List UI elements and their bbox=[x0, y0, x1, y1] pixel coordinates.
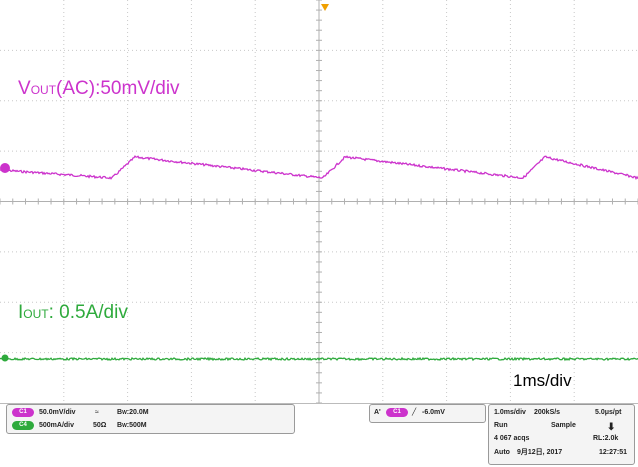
vout-scale-label: VOUT(AC):50mV/div bbox=[18, 78, 180, 99]
acq-sample-rate: 200kS/s bbox=[534, 409, 561, 416]
iout-scale-label: IOUT: 0.5A/div bbox=[18, 302, 128, 323]
acq-time: 12:27:51 bbox=[599, 449, 628, 456]
trigger-level: -6.0mV bbox=[422, 409, 445, 416]
graticule bbox=[0, 0, 638, 403]
channel-settings-panel[interactable]: C1 50.0mV/div ≈ BW:20.0M C4 500mA/div 50… bbox=[6, 404, 295, 434]
ch1-badge[interactable]: C1 bbox=[12, 408, 34, 417]
acq-down-arrow-icon: ⬇ bbox=[607, 422, 616, 433]
acq-timebase: 1.0ms/div bbox=[494, 409, 526, 416]
timebase-label: 1ms/div bbox=[513, 371, 572, 390]
trigger-source: A' bbox=[374, 409, 381, 416]
ch4-bandwidth: BW:500M bbox=[117, 422, 147, 429]
acq-record-length: RL:2.0k bbox=[593, 435, 619, 442]
acq-mode: Sample bbox=[551, 422, 576, 429]
ch4-impedance: 50Ω bbox=[93, 422, 107, 429]
ch4-ground-marker bbox=[1, 354, 9, 362]
trigger-position-marker bbox=[321, 4, 329, 11]
ch4-badge[interactable]: C4 bbox=[12, 421, 34, 430]
trigger-channel-badge: C1 bbox=[386, 408, 408, 417]
ch1-coupling-icon: ≈ bbox=[95, 409, 99, 416]
acq-run-state: Run bbox=[494, 422, 508, 429]
oscilloscope-display bbox=[0, 0, 638, 403]
acq-date: 9月12日, 2017 bbox=[517, 449, 563, 456]
acq-trigger-mode: Auto bbox=[494, 449, 510, 456]
ch1-ground-marker bbox=[0, 163, 10, 173]
ch4-scale: 500mA/div bbox=[39, 422, 75, 429]
ch1-voltage-trace bbox=[0, 155, 638, 180]
trigger-slope-icon: ╱ bbox=[412, 409, 417, 416]
ch1-scale: 50.0mV/div bbox=[39, 409, 76, 416]
acq-count: 4 067 acqs bbox=[494, 435, 530, 442]
ch4-current-trace bbox=[0, 356, 638, 362]
acquisition-panel[interactable]: 1.0ms/div 200kS/s 5.0μs/pt Run Sample ⬇ … bbox=[488, 404, 635, 465]
trigger-panel[interactable]: A' C1 ╱ -6.0mV bbox=[369, 404, 486, 423]
ch1-bandwidth: BW:20.0M bbox=[117, 409, 149, 416]
acq-resolution: 5.0μs/pt bbox=[595, 409, 622, 416]
